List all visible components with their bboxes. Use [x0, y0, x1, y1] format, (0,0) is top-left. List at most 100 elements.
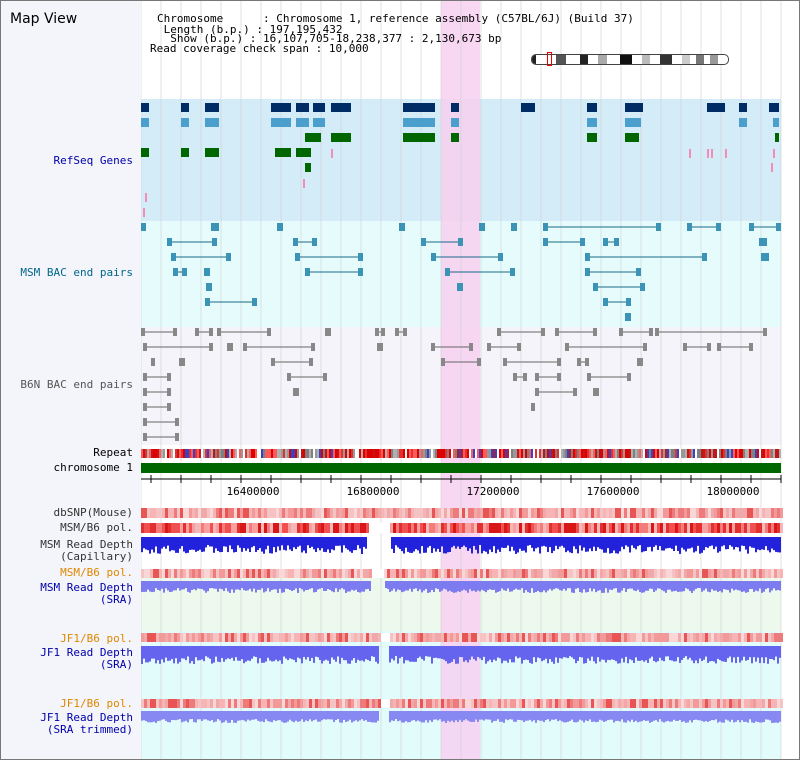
depth-bar — [253, 581, 255, 589]
heatmap-cell — [165, 569, 168, 578]
heatmap-cell — [432, 699, 435, 708]
depth-bar — [277, 711, 279, 721]
chromosome-ideogram[interactable] — [531, 54, 729, 65]
heatmap-cell — [471, 508, 474, 518]
heatmap-cell — [735, 633, 738, 642]
heatmap-cell — [420, 508, 423, 518]
depth-bar — [325, 711, 327, 720]
heatmap-cell — [666, 523, 669, 533]
depth-bar — [397, 711, 399, 722]
heatmap-cell — [702, 508, 705, 518]
heatmap-cell — [231, 633, 234, 642]
heatmap-cell — [543, 699, 546, 708]
heatmap-cell — [528, 699, 531, 708]
depth-bar — [283, 537, 285, 550]
heatmap-cell — [411, 633, 414, 642]
repeat-cell — [143, 449, 145, 458]
track-label-refseq[interactable]: RefSeq Genes — [53, 154, 133, 167]
depth-bar — [251, 581, 253, 592]
depth-bar — [643, 711, 645, 721]
bac-end-glyph — [480, 223, 485, 231]
heatmap-cell — [501, 508, 504, 518]
track-label-msm-bac[interactable]: MSM BAC end pairs — [20, 266, 133, 279]
b6n-end-glyph — [379, 343, 383, 351]
depth-bar — [741, 537, 743, 546]
depth-bar — [561, 646, 563, 659]
gene-block — [331, 133, 351, 142]
depth-bar — [171, 711, 173, 721]
heatmap-cell — [759, 523, 762, 533]
depth-bar — [339, 711, 341, 723]
depth-bar — [575, 646, 577, 664]
heatmap-cell — [735, 508, 738, 518]
depth-bar — [665, 646, 667, 657]
heatmap-cell — [465, 523, 468, 533]
track-label-b6n-bac[interactable]: B6N BAC end pairs — [20, 378, 133, 391]
depth-bar — [723, 711, 725, 723]
repeat-cell — [577, 449, 579, 458]
b6n-end-glyph — [573, 388, 577, 396]
depth-bar — [641, 711, 643, 722]
depth-bar — [317, 711, 319, 722]
depth-bar — [609, 646, 611, 661]
depth-bar — [495, 581, 497, 593]
depth-bar — [227, 581, 229, 592]
ideogram-band — [598, 55, 607, 64]
heatmap-cell — [639, 569, 642, 578]
depth-bar — [265, 537, 267, 550]
depth-bar — [179, 646, 181, 662]
repeat-cell — [317, 449, 319, 458]
genome-browser-canvas[interactable]: 16400000 16800000 17200000 17600000 18000000 — [141, 1, 799, 759]
depth-bar — [509, 581, 511, 592]
gene-block — [769, 103, 779, 112]
depth-bar — [661, 581, 663, 591]
depth-bar — [265, 711, 267, 720]
depth-bar — [219, 537, 221, 553]
heatmap-cell — [684, 569, 687, 578]
depth-bar — [725, 537, 727, 550]
depth-bar — [529, 581, 531, 593]
depth-bar — [141, 537, 143, 553]
heatmap-cell — [378, 523, 381, 533]
heatmap-cell — [609, 508, 612, 518]
heatmap-cell — [513, 699, 516, 708]
heatmap-cell — [552, 569, 555, 578]
repeat-cell — [393, 449, 395, 458]
depth-bar — [189, 581, 191, 593]
depth-bar — [523, 581, 525, 593]
depth-bar — [531, 537, 533, 548]
bac-end-glyph — [312, 238, 317, 246]
heatmap-cell — [723, 569, 726, 578]
depth-bar — [503, 711, 505, 723]
heatmap-cell — [477, 633, 480, 642]
heatmap-cell — [198, 699, 201, 708]
depth-bar — [231, 646, 233, 658]
bac-end-glyph — [214, 223, 219, 231]
depth-bar — [141, 646, 143, 664]
heatmap-cell — [144, 508, 147, 518]
depth-bar — [521, 581, 523, 589]
depth-bar — [501, 581, 503, 589]
heatmap-cell — [351, 523, 354, 533]
gene-block — [625, 103, 643, 112]
heatmap-cell — [312, 699, 315, 708]
depth-bar — [473, 537, 475, 546]
heatmap-cell — [285, 523, 288, 533]
heatmap-cell — [402, 699, 405, 708]
heatmap-cell — [267, 633, 270, 642]
heatmap-cell — [186, 508, 189, 518]
bac-end-glyph — [295, 253, 300, 261]
depth-bar — [499, 537, 501, 552]
heatmap-cell — [630, 569, 633, 578]
depth-bar — [695, 711, 697, 720]
depth-bar — [233, 537, 235, 553]
heatmap-cell — [279, 508, 282, 518]
depth-bar — [545, 646, 547, 659]
b6n-end-glyph — [167, 403, 171, 411]
depth-bar — [623, 646, 625, 663]
depth-bar — [633, 646, 635, 663]
depth-bar — [291, 581, 293, 592]
depth-bar — [451, 581, 453, 592]
heatmap-cell — [330, 508, 333, 518]
repeat-cell — [663, 449, 665, 458]
